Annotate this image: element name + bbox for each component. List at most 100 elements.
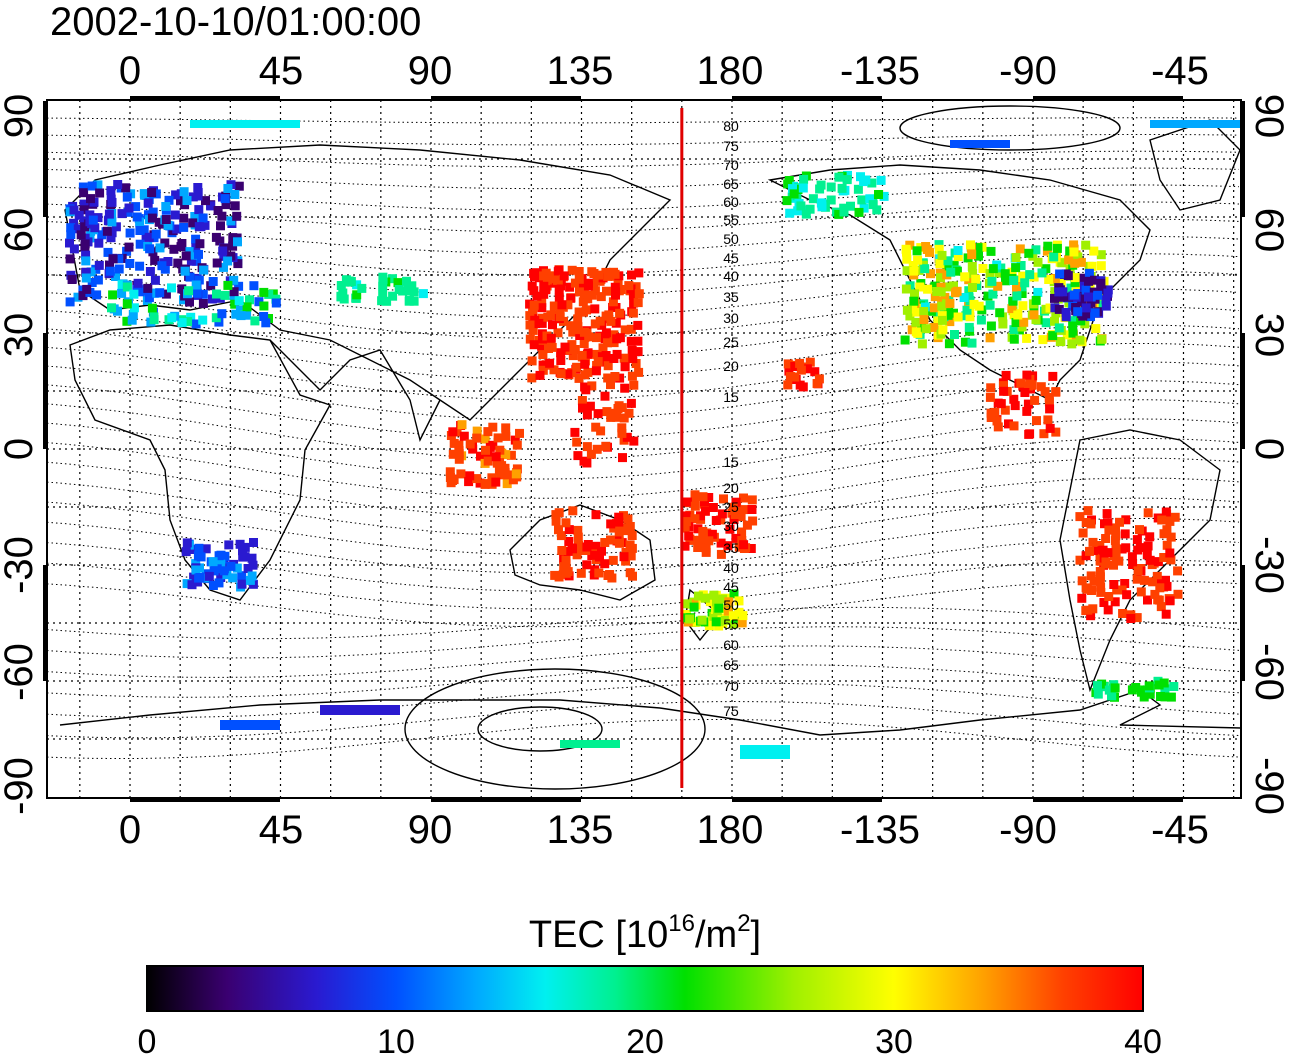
tec-pixel	[998, 319, 1008, 329]
tec-pixel	[1009, 394, 1019, 404]
magnetic-latitude-contour	[47, 235, 1240, 276]
tec-pixel	[986, 383, 996, 393]
tec-pixel	[1099, 598, 1109, 607]
tec-pixel	[795, 358, 805, 368]
tec-pixel	[530, 272, 539, 282]
tec-pixel	[603, 271, 613, 281]
tec-pixel	[1051, 387, 1061, 397]
tec-pixel	[700, 506, 710, 516]
tec-pixel	[106, 186, 116, 196]
tec-pixel	[796, 365, 806, 375]
tec-pixel	[555, 306, 565, 316]
tec-pixel	[271, 298, 281, 308]
tec-pixel	[338, 288, 348, 298]
tec-pixel	[1077, 576, 1087, 586]
tec-pixel	[1007, 304, 1017, 314]
tec-pixel	[619, 552, 629, 562]
tec-pixel	[129, 303, 139, 313]
tec-pixel	[908, 261, 918, 270]
tec-pixel	[802, 364, 812, 374]
tec-pixel	[1103, 605, 1113, 615]
tec-pixel	[236, 311, 246, 321]
tec-pixel	[181, 251, 191, 261]
tec-pixel	[593, 357, 603, 367]
lat-tick-label: -30	[1247, 536, 1291, 594]
tec-pixel	[219, 251, 229, 261]
tec-pixel	[942, 282, 952, 292]
tec-pixel	[495, 445, 505, 455]
tec-pixel	[617, 428, 627, 438]
tec-pixel	[555, 312, 565, 322]
tec-pixel	[1075, 335, 1085, 345]
tec-pixel	[529, 300, 539, 310]
tec-pixel	[481, 445, 490, 455]
contour-labels: 80 75 70 65 60 55 50 45 40 35 30 25 20 15 15 20 25 30 35 40…	[723, 118, 739, 719]
tec-pixel	[129, 289, 139, 299]
tec-pixel	[615, 373, 625, 383]
tec-pixel	[999, 381, 1008, 391]
tec-pixel	[629, 436, 639, 446]
tec-pixel	[231, 309, 241, 319]
tec-pixel	[690, 493, 700, 503]
tec-pixel	[184, 286, 194, 296]
tec-pixel	[572, 325, 582, 335]
lon-tick-label: 180	[697, 49, 764, 93]
tec-pixel	[179, 222, 189, 232]
tec-pixel	[164, 195, 174, 205]
tec-pixel	[217, 211, 227, 221]
tec-pixel	[962, 305, 972, 315]
tec-pixel	[378, 281, 388, 291]
tec-pixel	[1161, 507, 1171, 517]
tec-pixel	[512, 440, 522, 450]
tec-pixel	[1008, 296, 1018, 306]
tec-pixel	[911, 317, 921, 327]
tec-pixel	[974, 251, 983, 261]
tec-pixel	[494, 465, 504, 475]
tec-pixel	[968, 283, 977, 292]
tec-pixel	[160, 238, 170, 248]
tec-pixel	[1081, 309, 1091, 319]
tec-pixel	[581, 385, 591, 395]
tec-pixel	[554, 265, 564, 275]
tec-pixel	[106, 233, 116, 243]
contour-value-label: 75	[723, 703, 739, 719]
contour-value-label: 20	[723, 480, 739, 496]
contour-value-label: 20	[723, 358, 739, 374]
tec-pixel	[214, 551, 224, 561]
tec-pixel	[237, 579, 247, 589]
tec-pixel	[1154, 680, 1164, 690]
magnetic-latitude-contour	[47, 645, 1240, 678]
tec-pixel	[1111, 531, 1121, 541]
tec-pixel	[357, 283, 367, 293]
tec-pixel	[1097, 285, 1107, 295]
tec-pixel	[525, 299, 535, 309]
tec-pixel	[124, 203, 134, 213]
tec-pixel	[229, 287, 239, 297]
tec-pixel	[538, 344, 548, 354]
tec-pixel	[457, 420, 467, 430]
tec-pixel	[936, 273, 945, 283]
tec-pixel	[1143, 541, 1153, 551]
contour-value-label: 30	[723, 518, 739, 534]
tec-pixel	[557, 300, 567, 310]
tec-pixel	[946, 267, 956, 277]
tec-pixel	[506, 450, 516, 460]
tec-pixel	[583, 281, 593, 291]
tec-pixel	[213, 206, 223, 215]
tec-pixel	[537, 313, 547, 323]
tec-pixel	[619, 511, 628, 521]
tec-pixel	[1009, 325, 1019, 335]
tec-pixel	[1057, 258, 1067, 268]
tec-pixel	[268, 289, 278, 299]
tec-pixel	[182, 196, 192, 205]
tick-bar	[43, 565, 48, 682]
tec-pixel	[481, 479, 491, 489]
tec-pixel	[198, 213, 208, 223]
tec-pixel	[902, 247, 911, 257]
tec-pixel	[631, 359, 641, 368]
tec-pixel	[580, 370, 590, 380]
tec-pixel	[459, 431, 469, 441]
tec-pixel	[1054, 323, 1064, 333]
tec-pixel	[968, 269, 978, 279]
tec-pixel	[539, 281, 549, 291]
